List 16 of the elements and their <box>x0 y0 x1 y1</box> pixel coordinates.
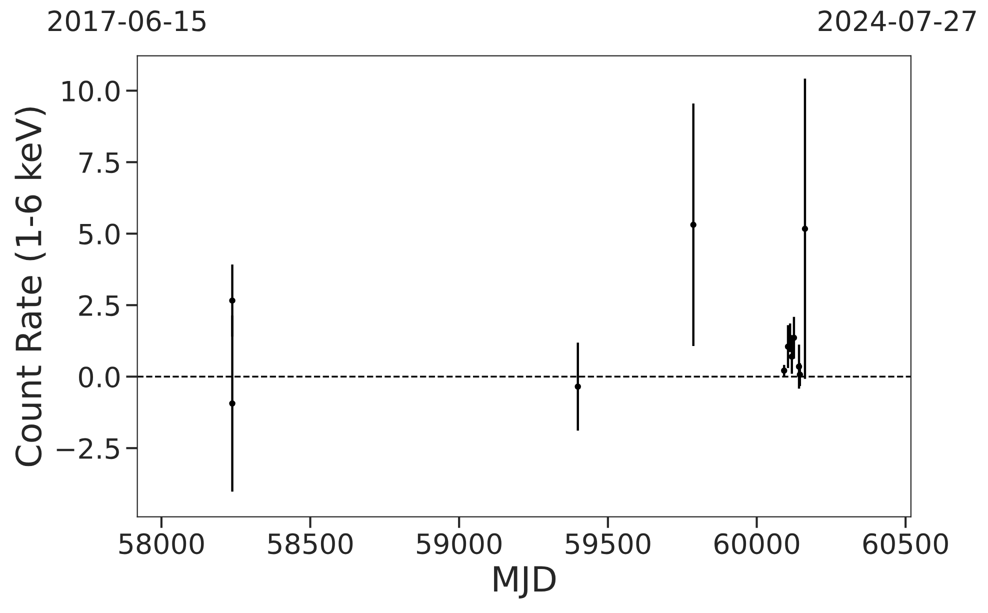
x-tick-label: 59500 <box>566 533 650 554</box>
y-tick-label: 5.0 <box>79 224 120 245</box>
text: 2024-07-27 <box>818 10 976 32</box>
x-axis-title: MJD <box>494 566 556 599</box>
y-tick-label: 7.5 <box>79 152 119 174</box>
x-tick-label: 60500 <box>863 533 948 554</box>
x-tick-label: 60000 <box>714 533 800 554</box>
y-tick-label: 0.0 <box>79 366 120 388</box>
x-tick-label: 58500 <box>268 533 353 554</box>
y-tick-label: 2.5 <box>79 295 119 316</box>
y-tick-label: −2.5 <box>56 438 119 460</box>
text: 2017-06-15 <box>48 10 206 32</box>
y-tick-label: 10.0 <box>62 80 120 102</box>
y-axis-title: Count Rate (1-6 keV) <box>14 107 46 466</box>
x-tick-label: 59000 <box>417 533 502 554</box>
x-tick-label: 58000 <box>119 533 204 554</box>
